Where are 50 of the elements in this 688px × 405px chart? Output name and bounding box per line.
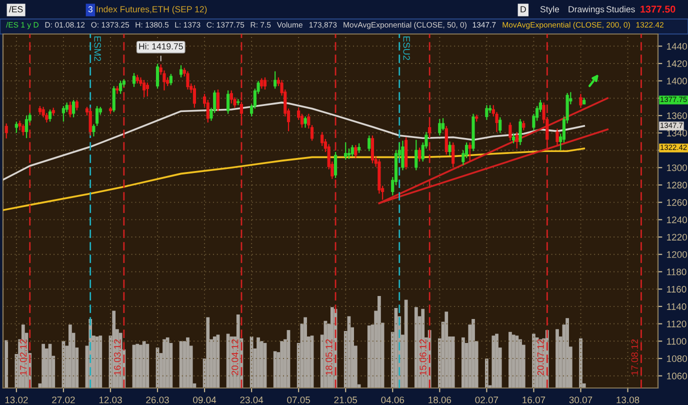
y-tick-label: 1440: [667, 42, 687, 50]
y-tick-label: 1200: [667, 251, 687, 258]
x-tick-label: 07.05: [287, 396, 310, 404]
x-tick-label: 16.07: [522, 396, 546, 404]
y-tick-label: 1220: [667, 234, 687, 241]
x-tick-label: 02.07: [475, 396, 498, 404]
y-tick-label: 1280: [667, 182, 687, 188]
x-tick-label: 09.04: [193, 396, 216, 404]
ref-line-label: 18.05.12: [326, 339, 332, 375]
y-tick-label: 1120: [667, 320, 686, 328]
ref-line-label: 15.06.12: [420, 339, 426, 375]
ref-line-label: ESM2: [94, 36, 101, 62]
y-tick-label: 1180: [667, 268, 686, 276]
ref-line-label: 17.08.12: [631, 339, 638, 375]
x-tick-label: 30.07: [569, 396, 592, 404]
text: Studies: [606, 6, 635, 12]
y-tick-label: 1360: [667, 112, 687, 120]
y-tick-label: 1400: [667, 78, 687, 84]
ref-line-label: 16.03.12: [114, 339, 121, 375]
x-tick-label: 12.03: [99, 396, 122, 404]
text: /ES: [9, 6, 23, 12]
y-tick-label: 1420: [667, 60, 687, 68]
y-tick-label: 1240: [667, 216, 687, 224]
ref-line-label: 20.04.12: [232, 339, 238, 376]
x-tick-label: 18.06: [428, 396, 452, 404]
x-tick-label: 13.02: [5, 396, 28, 404]
text: Index Futures,ETH (SEP 12): [96, 6, 207, 14]
text: Style: [540, 6, 560, 14]
text: D: [520, 6, 526, 12]
text: Drawings: [568, 6, 604, 14]
y-tick-label: 1300: [667, 164, 687, 172]
text: 1377.50: [640, 6, 676, 13]
y-tick-label: 1100: [667, 338, 686, 345]
annotation: Hi: 1419.75: [139, 43, 183, 50]
ref-line-label: 20.07.12: [537, 339, 544, 376]
y-tick-label: 1060: [667, 372, 687, 380]
y-tick-label: 1260: [667, 199, 687, 206]
ref-line-label: ESU2: [403, 36, 410, 60]
x-tick-label: 21.05: [334, 396, 358, 404]
x-tick-label: 23.04: [240, 396, 264, 404]
x-tick-label: 27.02: [52, 396, 75, 404]
y-tick-label: 1160: [667, 286, 686, 293]
y-tick-label: 1140: [667, 303, 686, 310]
x-tick-label: 04.06: [381, 396, 404, 404]
y-tick-label: 1080: [667, 355, 687, 362]
x-tick-label: 13.08: [616, 396, 640, 404]
x-tick-label: 26.03: [146, 396, 169, 404]
ref-line-label: 17.02.12: [20, 339, 27, 375]
text: 3: [88, 6, 92, 12]
y-tick-label: 1340: [667, 130, 687, 136]
